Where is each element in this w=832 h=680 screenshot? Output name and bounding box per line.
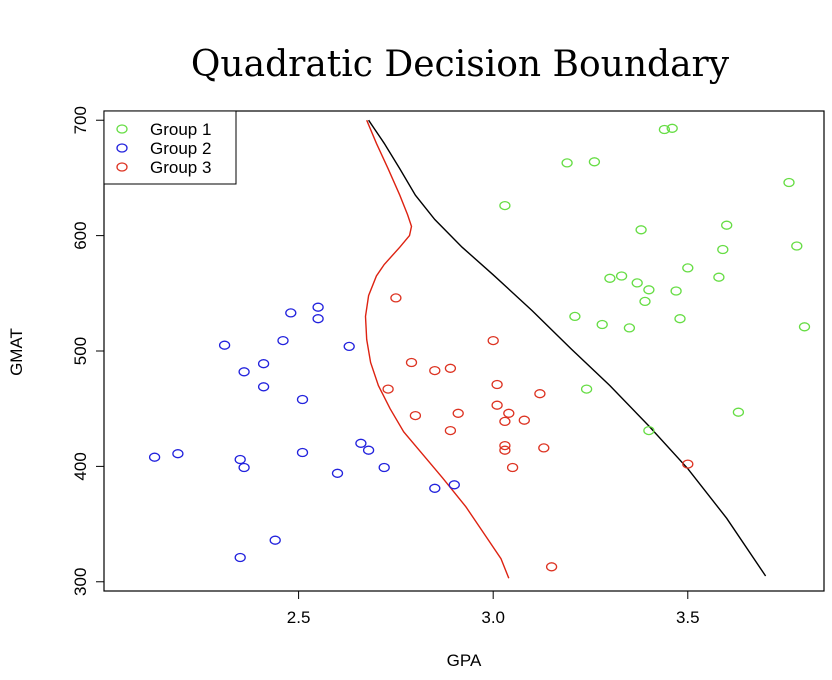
- y-tick-label: 600: [71, 221, 90, 249]
- point-group-2: [277, 335, 289, 346]
- point-group-1: [604, 273, 616, 283]
- point-group-1: [615, 271, 628, 281]
- point-group-3: [503, 408, 515, 418]
- point-group-1: [588, 157, 601, 167]
- point-group-2: [378, 462, 390, 473]
- y-tick-label: 400: [71, 452, 90, 480]
- point-group-2: [296, 447, 309, 458]
- point-group-2: [355, 438, 367, 448]
- point-group-3: [487, 335, 499, 346]
- decision-boundary-2: [368, 119, 767, 577]
- point-group-2: [257, 359, 270, 369]
- point-group-2: [238, 367, 250, 377]
- legend-label: Group 1: [150, 120, 211, 139]
- point-group-1: [643, 425, 655, 436]
- point-group-3: [409, 410, 422, 421]
- x-tick-label: 3.0: [481, 608, 505, 627]
- point-group-3: [538, 443, 550, 453]
- point-group-2: [148, 452, 161, 462]
- point-group-2: [285, 308, 297, 318]
- y-tick-label: 500: [71, 337, 90, 365]
- y-axis-label: GMAT: [7, 328, 26, 376]
- point-group-2: [238, 462, 250, 473]
- point-group-1: [631, 278, 643, 288]
- point-group-2: [234, 454, 246, 465]
- point-group-1: [658, 124, 671, 135]
- decision-boundary-1: [364, 119, 510, 579]
- point-group-3: [491, 379, 503, 390]
- point-group-3: [499, 416, 511, 427]
- point-group-2: [362, 445, 375, 455]
- point-group-1: [643, 285, 655, 295]
- x-tick-label: 3.5: [676, 608, 700, 627]
- point-group-2: [234, 552, 246, 563]
- point-group-2: [312, 314, 324, 324]
- point-group-1: [717, 244, 729, 255]
- point-group-1: [580, 384, 593, 394]
- point-group-2: [296, 394, 309, 405]
- data-points: [148, 123, 811, 572]
- point-group-2: [448, 480, 460, 490]
- point-group-1: [639, 296, 651, 307]
- point-group-3: [491, 400, 503, 410]
- point-group-1: [596, 319, 608, 330]
- point-group-1: [732, 407, 745, 417]
- point-group-3: [499, 440, 511, 451]
- point-group-3: [499, 445, 511, 455]
- point-group-3: [545, 562, 558, 572]
- point-group-3: [444, 363, 457, 373]
- point-group-2: [343, 341, 355, 352]
- point-group-3: [534, 389, 546, 399]
- legend-marker: [116, 162, 128, 172]
- point-group-1: [623, 323, 636, 333]
- point-group-1: [798, 322, 811, 332]
- legend-marker: [116, 124, 128, 134]
- point-group-3: [452, 408, 464, 418]
- point-group-1: [561, 158, 573, 168]
- y-tick-label: 700: [71, 106, 90, 134]
- point-group-3: [506, 462, 519, 473]
- point-group-1: [674, 314, 686, 324]
- point-group-2: [172, 449, 184, 459]
- point-group-3: [405, 357, 418, 368]
- legend-label: Group 2: [150, 139, 211, 158]
- point-group-2: [331, 468, 344, 478]
- point-group-3: [682, 459, 694, 469]
- point-group-3: [390, 293, 402, 303]
- point-group-2: [257, 382, 270, 392]
- x-tick-label: 2.5: [287, 608, 311, 627]
- legend-marker: [116, 143, 128, 153]
- point-group-1: [682, 263, 694, 273]
- point-group-1: [499, 200, 511, 211]
- point-group-2: [269, 535, 281, 545]
- chart-title: Quadratic Decision Boundary: [191, 44, 730, 85]
- point-group-1: [670, 286, 682, 296]
- y-tick-label: 300: [71, 568, 90, 596]
- point-group-2: [429, 483, 441, 493]
- point-group-3: [429, 365, 441, 376]
- point-group-2: [312, 302, 324, 312]
- point-group-2: [218, 340, 231, 350]
- point-group-1: [569, 311, 581, 322]
- point-group-3: [518, 415, 530, 425]
- legend-label: Group 3: [150, 158, 211, 177]
- point-group-1: [721, 220, 733, 230]
- x-axis-label: GPA: [447, 651, 482, 670]
- point-group-3: [444, 425, 457, 436]
- point-group-1: [791, 241, 803, 251]
- point-group-1: [635, 225, 647, 235]
- decision-boundaries: [364, 119, 767, 579]
- y-axis: 300 400 500 600 700: [71, 106, 105, 596]
- legend-box: [103, 110, 237, 185]
- point-group-1: [713, 272, 725, 282]
- point-group-1: [783, 177, 795, 188]
- x-axis: 2.5 3.0 3.5: [287, 590, 700, 627]
- point-group-1: [666, 123, 678, 133]
- point-group-3: [382, 384, 394, 394]
